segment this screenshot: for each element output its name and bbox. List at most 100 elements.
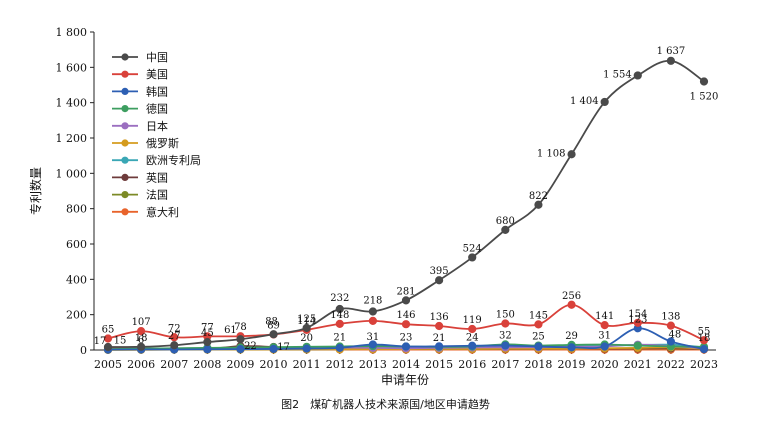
- data-point-0-7: [335, 304, 344, 314]
- data-label-0-8: 218: [363, 295, 382, 306]
- data-point-1-10: [435, 321, 444, 331]
- data-point-2-17: [666, 337, 675, 346]
- x-tick-label: 2008: [193, 358, 221, 371]
- legend-label-9: 意大利: [146, 205, 179, 219]
- y-tick-label: 1 200: [56, 132, 88, 145]
- data-point-1-13: [534, 320, 543, 329]
- data-label-1-12: 150: [496, 310, 515, 321]
- data-point-1-7: [335, 319, 344, 328]
- legend-marker-3: [121, 105, 129, 113]
- data-label-1-4: 78: [234, 322, 247, 333]
- legend-marker-5: [121, 139, 129, 147]
- data-point-1-15: [600, 320, 609, 330]
- data-point-1-9: [401, 320, 411, 329]
- legend-marker-6: [121, 156, 129, 164]
- data-label-7-5: 17: [277, 342, 290, 353]
- figure-caption: 图2 煤矿机器人技术来源国/地区申请趋势: [281, 398, 490, 411]
- legend-marker-8: [121, 191, 129, 199]
- data-label-0-7: 232: [330, 293, 349, 304]
- data-point-0-18: [699, 77, 709, 86]
- y-tick-label: 1 800: [56, 26, 88, 39]
- data-label-3-14: 29: [565, 331, 578, 342]
- data-label-0-11: 524: [463, 243, 482, 254]
- x-tick-label: 2017: [491, 358, 519, 371]
- data-label-3-12: 32: [499, 330, 512, 341]
- x-tick-label: 2011: [293, 358, 321, 371]
- data-label-1-3: 77: [201, 322, 214, 333]
- x-tick-label: 2019: [558, 358, 586, 371]
- data-label-0-12: 680: [496, 216, 515, 227]
- data-label-1-11: 119: [463, 315, 482, 326]
- x-tick-label: 2014: [392, 358, 420, 371]
- data-label-3-7: 21: [333, 332, 346, 343]
- legend-label-2: 韩国: [146, 84, 168, 98]
- legend-marker-0: [121, 53, 129, 61]
- data-point-1-1: [137, 326, 146, 336]
- data-point-1-16: [633, 318, 642, 327]
- x-tick-label: 2012: [326, 358, 354, 371]
- y-tick-label: 1 600: [56, 61, 88, 74]
- x-tick-label: 2020: [591, 358, 619, 371]
- data-point-2-10: [435, 342, 444, 351]
- legend-label-5: 俄罗斯: [146, 137, 179, 150]
- data-point-2-6: [302, 344, 311, 353]
- x-tick-label: 2015: [425, 358, 453, 371]
- data-label-9-0: 15: [114, 335, 127, 346]
- data-point-0-13: [534, 200, 543, 209]
- x-tick-label: 2005: [94, 358, 122, 371]
- data-label-1-16: 154: [628, 309, 647, 320]
- data-label-1-17: 138: [661, 312, 680, 323]
- data-label-3-8: 31: [367, 332, 380, 343]
- data-point-0-15: [600, 97, 609, 107]
- data-label-1-10: 136: [430, 312, 449, 323]
- data-point-2-3: [203, 345, 212, 354]
- data-label-0-4: 61: [224, 325, 237, 336]
- legend-label-7: 英国: [146, 170, 168, 184]
- data-label-3-18: 18: [698, 333, 711, 344]
- y-tick-label: 1 400: [56, 97, 88, 110]
- data-point-2-11: [468, 341, 477, 350]
- data-point-0-1: [137, 342, 146, 351]
- data-point-0-14: [567, 150, 576, 159]
- data-point-2-18: [699, 345, 709, 354]
- data-point-1-11: [468, 324, 477, 334]
- data-label-3-10: 21: [433, 333, 446, 344]
- x-tick-label: 2016: [458, 358, 486, 371]
- x-tick-label: 2007: [160, 358, 188, 371]
- data-label-0-16: 1 554: [603, 69, 632, 80]
- y-tick-label: 200: [66, 309, 87, 322]
- data-point-0-16: [633, 71, 642, 80]
- data-point-0-5: [269, 330, 278, 339]
- y-tick-label: 600: [66, 238, 87, 251]
- data-point-0-17: [666, 56, 675, 65]
- data-label-1-15: 141: [595, 311, 614, 322]
- legend-label-6: 欧洲专利局: [146, 153, 201, 167]
- data-point-0-0: [103, 342, 113, 352]
- data-point-2-14: [567, 343, 576, 352]
- data-point-0-3: [203, 337, 212, 347]
- data-point-0-4: [236, 335, 245, 344]
- data-label-0-17: 1 637: [657, 46, 686, 57]
- data-label-3-15: 31: [598, 331, 611, 342]
- legend-label-1: 美国: [146, 68, 168, 81]
- data-point-1-17: [666, 321, 675, 330]
- data-label-1-13: 145: [529, 310, 548, 321]
- x-tick-label: 2006: [127, 358, 155, 371]
- data-label-0-15: 1 404: [570, 96, 599, 107]
- data-label-7-4: 22: [244, 341, 257, 352]
- data-label-1-2: 72: [168, 323, 181, 334]
- data-label-0-5: 89: [267, 320, 280, 331]
- data-point-1-2: [170, 333, 179, 342]
- x-tick-label: 2009: [226, 358, 254, 371]
- data-point-2-5: [269, 344, 278, 354]
- data-point-0-6: [302, 323, 311, 333]
- y-tick-label: 0: [80, 344, 87, 357]
- x-tick-label: 2018: [524, 358, 552, 371]
- data-label-1-9: 146: [396, 310, 415, 321]
- data-point-0-9: [401, 296, 411, 305]
- y-axis-title: 专利数量: [28, 167, 43, 215]
- x-axis-title: 申请年份: [381, 373, 429, 387]
- legend-marker-1: [121, 70, 129, 78]
- data-label-1-1: 107: [132, 317, 151, 328]
